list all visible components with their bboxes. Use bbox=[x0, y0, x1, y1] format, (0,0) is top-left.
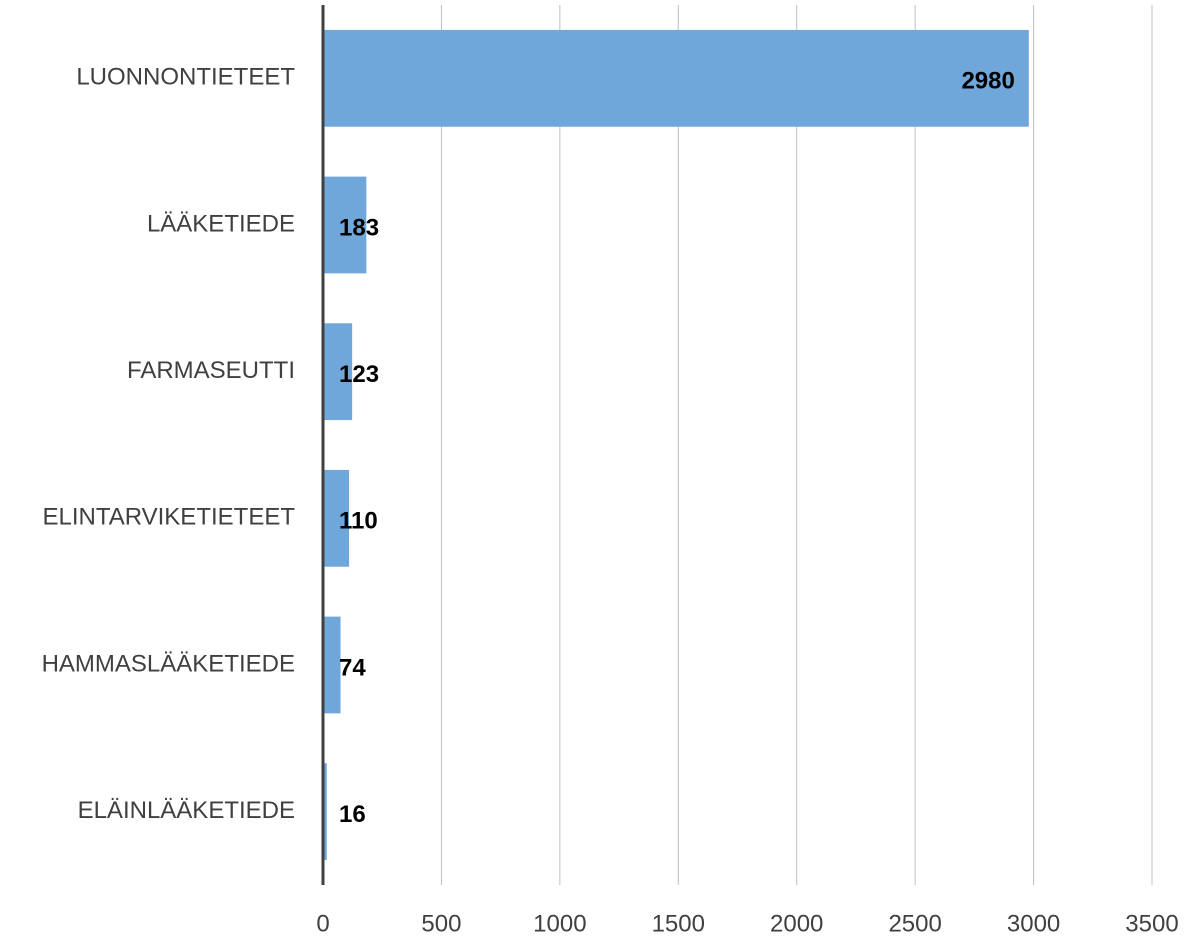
y-tick-label: FARMASEUTTI bbox=[127, 357, 295, 384]
y-tick-label: ELINTARVIKETIETEET bbox=[42, 504, 295, 531]
bar bbox=[323, 176, 367, 274]
data-label: 16 bbox=[339, 801, 366, 828]
bar bbox=[323, 616, 341, 714]
y-tick-label: LUONNONTIETEET bbox=[76, 64, 295, 91]
data-label: 2980 bbox=[961, 68, 1014, 95]
data-label: 183 bbox=[339, 214, 379, 241]
bar bbox=[323, 323, 353, 421]
data-label: 110 bbox=[339, 508, 378, 535]
x-tick-label: 2000 bbox=[770, 910, 823, 937]
y-tick-label: ELÄINLÄÄKETIEDE bbox=[78, 797, 295, 824]
y-tick-label: LÄÄKETIEDE bbox=[147, 210, 295, 237]
bar bbox=[323, 29, 1029, 127]
bar bbox=[323, 763, 327, 861]
x-tick-label: 500 bbox=[421, 910, 461, 937]
x-tick-label: 1000 bbox=[533, 910, 586, 937]
data-label: 74 bbox=[339, 654, 366, 681]
y-tick-label: HAMMASLÄÄKETIEDE bbox=[42, 650, 295, 677]
x-tick-label: 1500 bbox=[652, 910, 705, 937]
bar bbox=[323, 469, 350, 567]
x-tick-label: 3000 bbox=[1007, 910, 1060, 937]
x-tick-label: 0 bbox=[316, 910, 329, 937]
data-label: 123 bbox=[339, 361, 379, 388]
x-tick-label: 2500 bbox=[888, 910, 941, 937]
x-tick-label: 3500 bbox=[1125, 910, 1178, 937]
